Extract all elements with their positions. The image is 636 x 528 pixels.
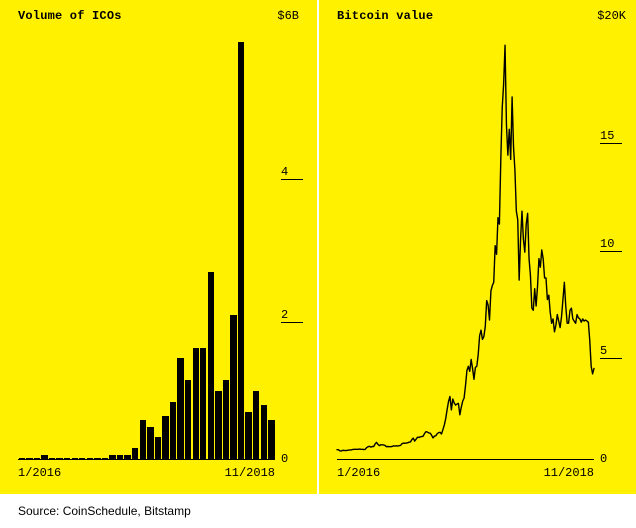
ico-bar: [261, 405, 267, 459]
btc-xlabel-last: 11/2018: [544, 466, 594, 480]
ico-plot-area: 420: [18, 28, 275, 460]
ico-bar: [56, 458, 62, 459]
ico-title: Volume of ICOs: [18, 9, 122, 23]
ico-bar: [193, 348, 199, 459]
ico-bar: [41, 455, 47, 459]
btc-ytick: 0: [600, 452, 634, 466]
ico-bar: [19, 458, 25, 459]
btc-title: Bitcoin value: [337, 9, 433, 23]
ico-y-top-label: $6B: [277, 9, 299, 23]
source-attribution: Source: CoinSchedule, Bitstamp: [0, 494, 636, 528]
btc-ytick-underline: [600, 143, 622, 144]
ico-bar: [200, 348, 206, 459]
ico-ytick: 4: [281, 165, 315, 179]
ico-bars: [18, 28, 275, 459]
ico-bar: [230, 315, 236, 459]
ico-bar: [253, 391, 259, 459]
ico-ytick: 0: [281, 452, 315, 466]
ico-bar: [185, 380, 191, 459]
ico-bar: [72, 458, 78, 459]
ico-xlabel-first: 1/2016: [18, 466, 61, 480]
btc-ytick-underline: [600, 251, 622, 252]
ico-bar: [34, 458, 40, 459]
ico-bar: [117, 455, 123, 459]
btc-y-top-label: $20K: [597, 9, 626, 23]
ico-bar: [223, 380, 229, 459]
ico-bar: [94, 458, 100, 459]
ico-bar: [162, 416, 168, 459]
ico-bar: [109, 455, 115, 459]
ico-ytick: 2: [281, 308, 315, 322]
ico-ytick-underline: [281, 322, 303, 323]
ico-bar: [155, 437, 161, 459]
ico-bar: [87, 458, 93, 459]
btc-ytick: 15: [600, 129, 634, 143]
ico-bar: [64, 458, 70, 459]
ico-ytick-underline: [281, 179, 303, 180]
btc-ytick-underline: [600, 358, 622, 359]
btc-value-panel: Bitcoin value $20K 151050 1/2016 11/2018: [318, 0, 636, 494]
ico-bar: [102, 458, 108, 459]
ico-bar: [238, 42, 244, 459]
ico-xlabel-last: 11/2018: [225, 466, 275, 480]
ico-bar: [26, 458, 32, 459]
ico-bar: [147, 427, 153, 459]
btc-ytick: 10: [600, 237, 634, 251]
ico-volume-panel: Volume of ICOs $6B 420 1/2016 11/2018: [0, 0, 318, 494]
ico-bar: [245, 412, 251, 459]
btc-line-chart: [337, 28, 594, 459]
ico-bar: [268, 420, 274, 460]
ico-bar: [215, 391, 221, 459]
ico-bar: [208, 272, 214, 459]
btc-plot-area: 151050: [337, 28, 594, 460]
ico-bar: [177, 358, 183, 459]
ico-bar: [170, 402, 176, 459]
ico-bar: [132, 448, 138, 459]
ico-bar: [140, 420, 146, 460]
btc-ytick: 5: [600, 344, 634, 358]
ico-bar: [49, 458, 55, 459]
ico-bar: [124, 455, 130, 459]
ico-bar: [79, 458, 85, 459]
btc-xlabel-first: 1/2016: [337, 466, 380, 480]
